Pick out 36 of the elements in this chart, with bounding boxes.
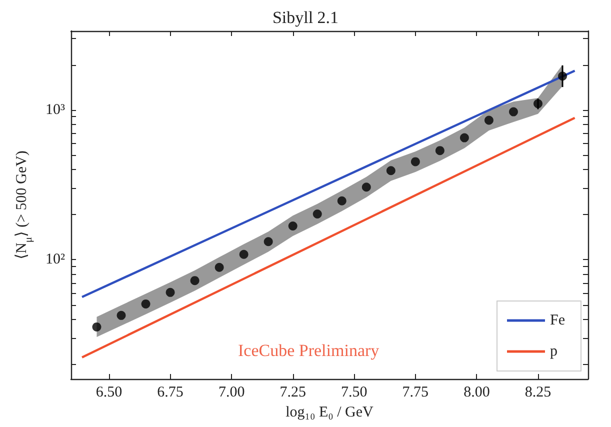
point xyxy=(92,322,102,332)
point xyxy=(166,288,175,297)
point xyxy=(534,99,542,108)
x-tick-label: 7.50 xyxy=(341,384,368,400)
y-tick-label: 10³ xyxy=(46,102,66,118)
point xyxy=(214,262,224,272)
point xyxy=(484,116,494,125)
point xyxy=(386,166,396,176)
y-axis-title: ⟨Nμ⟩ (> 500 GeV) xyxy=(14,150,35,260)
x-tick-label: 7.75 xyxy=(402,384,429,400)
x-tick-label: 6.75 xyxy=(157,384,184,400)
point xyxy=(508,107,518,116)
x-tick-label: 7.00 xyxy=(218,384,245,400)
legend-label: p xyxy=(550,344,558,360)
point xyxy=(288,221,298,230)
point xyxy=(460,133,469,142)
annotation: IceCube Preliminary xyxy=(238,341,380,360)
point xyxy=(558,72,568,81)
point xyxy=(239,250,248,259)
point xyxy=(190,276,200,286)
point xyxy=(264,237,273,246)
point xyxy=(362,182,371,192)
x-axis-title: log₁₀ E₀ / GeV xyxy=(286,404,374,420)
point xyxy=(116,310,126,320)
x-tick-label: 8.00 xyxy=(464,384,490,400)
chart-title: Sibyll 2.1 xyxy=(272,8,339,27)
point xyxy=(337,196,346,206)
y-tick-label: 10² xyxy=(46,252,66,268)
point xyxy=(141,299,150,308)
x-tick-label: 7.25 xyxy=(280,384,306,400)
point xyxy=(312,209,322,218)
point xyxy=(410,157,420,166)
legend-label: Fe xyxy=(550,312,566,328)
point xyxy=(435,146,444,156)
x-tick-label: 6.50 xyxy=(96,384,122,400)
x-tick-label: 8.25 xyxy=(524,384,552,400)
